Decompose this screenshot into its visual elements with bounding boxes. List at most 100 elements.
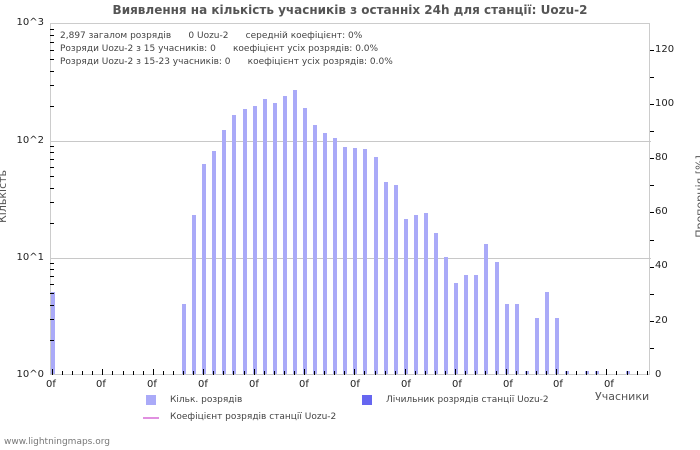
y-minor-tick <box>50 339 54 341</box>
legend-station-count: Лічильник розрядів станції Uozu-2 <box>386 395 549 405</box>
chart-title: Виявлення на кількість учасників з остан… <box>112 3 588 17</box>
x-tick <box>374 371 376 375</box>
x-label: 0f <box>350 379 360 390</box>
x-tick <box>92 371 94 375</box>
x-tick <box>253 369 255 375</box>
y-label-1: 10^0 <box>16 369 44 380</box>
bar <box>474 275 479 374</box>
y-minor-tick <box>50 49 54 51</box>
x-tick <box>384 371 386 375</box>
x-tick <box>283 371 285 375</box>
legend-count-swatch <box>146 395 156 405</box>
x-tick <box>304 369 305 375</box>
x-tick <box>203 369 205 375</box>
gridline-100 <box>51 141 651 142</box>
y-minor-tick <box>50 146 54 148</box>
x-tick <box>172 371 174 375</box>
x-label: 0f <box>503 379 513 390</box>
y2-tick <box>650 240 654 241</box>
bar <box>292 90 297 374</box>
r-label-60: 60 <box>655 206 668 217</box>
x-tick <box>636 371 638 375</box>
bar <box>565 371 570 374</box>
legend-station-swatch <box>362 395 372 405</box>
y2-tick <box>650 104 654 105</box>
legend-station-ratio: Коефіцієнт розрядів станції Uozu-2 <box>170 412 337 422</box>
bar <box>373 157 378 374</box>
x-tick <box>465 371 467 375</box>
x-label: 0f <box>299 379 309 390</box>
y2-tick <box>650 348 654 349</box>
bar <box>393 185 398 374</box>
bar <box>534 318 539 374</box>
bar <box>494 262 499 374</box>
legend-ratio-line <box>143 417 159 419</box>
x-tick <box>273 371 275 375</box>
y-axis-title: Кількість <box>0 169 10 224</box>
y2-tick <box>650 212 654 213</box>
info-line-1: 2,897 загалом розрядів 0 Uozu-2 середній… <box>60 31 363 41</box>
y-minor-tick <box>50 202 54 204</box>
y-minor-tick <box>50 304 54 306</box>
bar <box>303 108 307 374</box>
bar <box>524 371 529 374</box>
y2-tick <box>650 50 654 51</box>
x-tick <box>314 371 316 375</box>
x-tick <box>535 371 537 375</box>
x-label: 0f <box>198 379 208 390</box>
y-minor-tick <box>50 187 54 189</box>
y-minor-tick <box>50 222 54 224</box>
x-label: 0f <box>452 379 462 390</box>
r-label-0: 0 <box>655 369 662 380</box>
x-tick <box>455 369 457 375</box>
y-minor-tick <box>50 152 54 154</box>
x-tick <box>394 371 396 375</box>
y-minor-tick <box>50 276 54 278</box>
x-label: 0f <box>46 379 56 390</box>
gridline-10 <box>51 258 651 259</box>
x-tick <box>152 369 154 375</box>
x-tick <box>646 371 648 375</box>
x-tick <box>445 371 447 375</box>
x-tick <box>293 371 295 375</box>
x-tick <box>576 371 578 375</box>
x-tick <box>525 371 527 375</box>
bar <box>403 219 408 374</box>
bar <box>232 114 237 374</box>
x-tick <box>102 369 104 375</box>
y-minor-tick <box>50 29 54 31</box>
x-tick <box>233 371 235 375</box>
x-tick <box>72 371 74 375</box>
y-minor-tick <box>50 319 54 321</box>
y-label-100: 10^2 <box>16 135 44 146</box>
legend-count: Кільк. розрядів <box>170 395 243 405</box>
y2-tick <box>650 294 654 295</box>
bar <box>413 214 418 374</box>
y-minor-tick <box>50 293 54 295</box>
x-tick <box>52 369 53 375</box>
x-tick <box>112 371 114 375</box>
bar <box>434 233 439 374</box>
y-minor-tick <box>50 59 54 61</box>
bar <box>544 292 549 374</box>
y-minor-tick <box>50 105 54 107</box>
x-tick <box>435 371 437 375</box>
x-tick <box>556 369 557 375</box>
bar <box>383 181 388 374</box>
x-tick <box>263 371 265 375</box>
x-tick <box>132 371 134 375</box>
x-label: 0f <box>96 379 106 390</box>
bar <box>423 212 428 374</box>
bar <box>585 371 590 374</box>
bar <box>242 109 247 374</box>
y-minor-tick <box>50 263 54 265</box>
info-line-2: Розряди Uozu-2 з 15 учасників: 0 коефіці… <box>60 44 379 54</box>
x-tick <box>616 371 618 375</box>
bar <box>202 164 207 374</box>
y-minor-tick <box>50 159 54 161</box>
x-tick <box>243 371 245 375</box>
bar <box>504 303 509 374</box>
x-tick <box>223 371 225 375</box>
x-tick <box>475 371 477 375</box>
x-tick <box>324 371 326 375</box>
